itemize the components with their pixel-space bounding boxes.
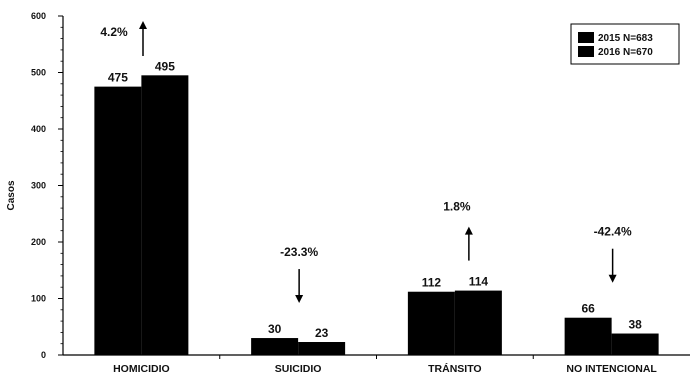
annotation-transito: 1.8%	[443, 200, 473, 261]
y-tick-label: 500	[31, 68, 46, 78]
arrow-up-icon	[464, 226, 473, 261]
legend-swatch	[578, 32, 594, 43]
legend-box	[570, 23, 680, 65]
percent-change-label: -42.4%	[594, 225, 632, 239]
category-label-transito: TRÁNSITO	[428, 362, 481, 375]
value-label: 23	[315, 326, 329, 340]
bar-no-intencional-2016	[611, 333, 659, 355]
bar-homicidio-2015	[94, 86, 142, 355]
y-axis-label: Casos	[6, 180, 17, 210]
value-labels: 475 495 30 23 112 114 66 38	[108, 59, 642, 340]
value-label: 495	[155, 59, 175, 73]
y-ticks: 0 100 200 300 400 500 600	[31, 11, 63, 360]
value-label: 112	[422, 276, 442, 290]
percent-change-label: 4.2%	[100, 25, 128, 39]
legend-swatch	[578, 46, 594, 57]
bar-transito-2015	[407, 291, 455, 355]
y-tick-label: 100	[31, 294, 46, 304]
bar-transito-2016	[454, 290, 502, 355]
value-label: 38	[628, 318, 642, 332]
y-tick-label: 400	[31, 124, 46, 134]
value-label: 66	[581, 302, 595, 316]
bars	[94, 75, 659, 355]
bar-suicidio-2016	[298, 342, 346, 355]
legend: 2015 N=683 2016 N=670	[570, 23, 680, 65]
y-tick-label: 600	[31, 11, 46, 21]
bar-no-intencional-2015	[564, 317, 612, 355]
arrow-down-icon	[295, 269, 304, 304]
annotation-no-intencional: -42.4%	[594, 225, 632, 283]
annotation-suicidio: -23.3%	[280, 245, 318, 304]
value-label: 114	[469, 275, 489, 289]
category-label-suicidio: SUICIDIO	[275, 363, 322, 375]
y-tick-label: 300	[31, 181, 46, 191]
change-annotations: 4.2% -23.3% 1.8% -42.4%	[100, 21, 632, 304]
percent-change-label: 1.8%	[443, 200, 471, 214]
value-label: 30	[268, 322, 282, 336]
value-label: 475	[108, 71, 128, 85]
bar-suicidio-2015	[251, 338, 299, 355]
bar-homicidio-2016	[141, 75, 189, 355]
y-tick-label: 200	[31, 237, 46, 247]
legend-label: 2015 N=683	[598, 33, 653, 44]
legend-label: 2016 N=670	[598, 47, 653, 58]
arrow-down-icon	[608, 248, 617, 283]
category-label-homicidio: HOMICIDIO	[113, 363, 170, 375]
annotation-homicidio: 4.2%	[100, 21, 147, 56]
y-tick-label: 0	[41, 350, 46, 360]
category-label-no-intencional: NO INTENCIONAL	[566, 363, 657, 375]
percent-change-label: -23.3%	[280, 245, 318, 259]
category-labels: HOMICIDIO SUICIDIO TRÁNSITO NO INTENCIONAL	[113, 362, 657, 375]
arrow-up-icon	[139, 21, 147, 56]
